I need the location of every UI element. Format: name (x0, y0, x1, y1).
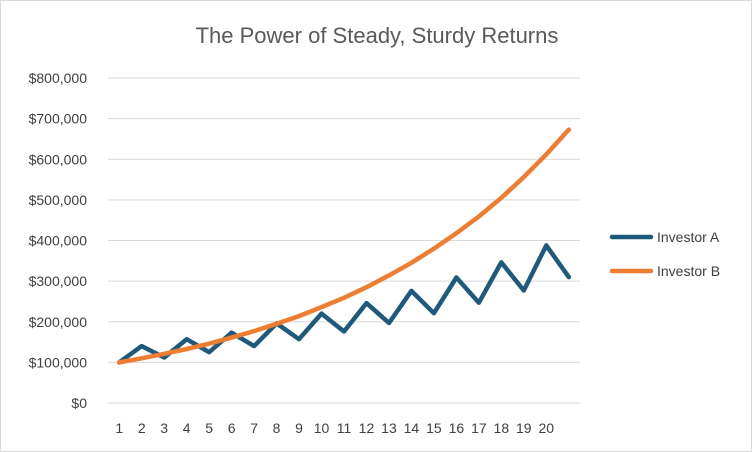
y-tick-label: $600,000 (29, 151, 88, 167)
y-tick-label: $0 (71, 395, 87, 411)
x-tick-label: 16 (449, 420, 465, 436)
x-tick-label: 11 (337, 420, 352, 436)
legend-label: Investor B (657, 263, 720, 279)
x-tick-label: 9 (295, 420, 303, 436)
x-tick-label: 20 (538, 420, 554, 436)
x-tick-label: 2 (138, 420, 146, 436)
x-tick-label: 17 (471, 420, 487, 436)
x-tick-label: 5 (205, 420, 213, 436)
series-line-investor-a (116, 243, 572, 365)
x-axis-ticks: 1 2 3 4 5 6 7 8 9 10 11 12 13 14 15 16 17 18 19 20 (115, 420, 554, 436)
x-tick-label: 18 (494, 420, 510, 436)
x-tick-label: 10 (314, 420, 330, 436)
legend: Investor A Investor B (609, 229, 720, 279)
legend-label: Investor A (657, 229, 720, 245)
y-tick-label: $200,000 (29, 314, 88, 330)
y-tick-label: $800,000 (29, 70, 88, 86)
x-tick-label: 15 (426, 420, 442, 436)
x-tick-label: 1 (115, 420, 123, 436)
series-line-investor-b (116, 127, 572, 365)
chart-title: The Power of Steady, Sturdy Returns (196, 23, 559, 48)
x-tick-label: 7 (250, 420, 258, 436)
x-tick-label: 4 (183, 420, 191, 436)
x-tick-label: 3 (160, 420, 168, 436)
x-tick-label: 19 (516, 420, 532, 436)
y-tick-label: $700,000 (29, 111, 88, 127)
y-tick-label: $500,000 (29, 192, 88, 208)
y-axis-ticks: $0 $100,000 $200,000 $300,000 $400,000 $500,0… (29, 70, 88, 411)
x-tick-label: 6 (228, 420, 236, 436)
y-tick-label: $300,000 (29, 273, 88, 289)
gridlines (108, 77, 580, 404)
series-lines (116, 127, 572, 365)
y-tick-label: $400,000 (29, 233, 88, 249)
x-tick-label: 12 (359, 420, 375, 436)
x-tick-label: 13 (381, 420, 397, 436)
x-tick-label: 8 (273, 420, 281, 436)
x-tick-label: 14 (404, 420, 420, 436)
y-tick-label: $100,000 (29, 354, 88, 370)
